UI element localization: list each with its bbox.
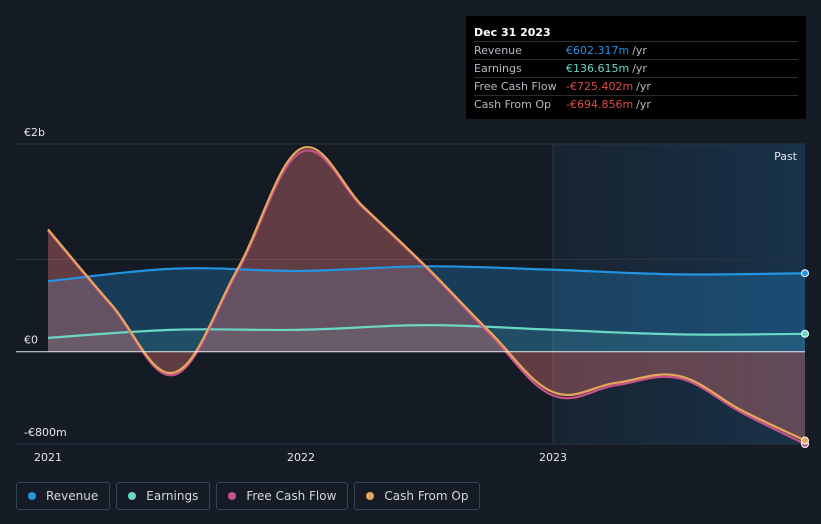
free-cash-flow-area bbox=[48, 150, 805, 444]
legend-dot-icon bbox=[366, 492, 375, 500]
tooltip-date: Dec 31 2023 bbox=[474, 24, 798, 42]
cash-from-op-line bbox=[47, 145, 806, 442]
tooltip-label: Cash From Op bbox=[474, 98, 552, 111]
cash-from-op-end-marker bbox=[801, 436, 809, 445]
tooltip-label: Free Cash Flow bbox=[474, 80, 557, 93]
tooltip-row-earnings: Earnings €136.615m /yr bbox=[474, 60, 798, 78]
y-tick-label: €0 bbox=[24, 334, 38, 347]
legend-label: Cash From Op bbox=[384, 489, 469, 503]
legend-dot-icon bbox=[28, 492, 36, 500]
tooltip-value: -€725.402m bbox=[566, 80, 634, 93]
legend-item-free-cash-flow[interactable]: Free Cash Flow bbox=[216, 482, 349, 510]
legend-dot-icon bbox=[228, 492, 237, 500]
x-tick-label: 2022 bbox=[287, 451, 315, 464]
x-tick-label: 2021 bbox=[34, 451, 62, 464]
past-label: Past bbox=[774, 150, 798, 163]
chart-legend: Revenue Earnings Free Cash Flow Cash Fro… bbox=[16, 482, 481, 510]
tooltip-unit: /yr bbox=[632, 44, 647, 57]
data-tooltip: Dec 31 2023 Revenue €602.317m /yr Earnin… bbox=[466, 16, 806, 119]
legend-item-cash-from-op[interactable]: Cash From Op bbox=[354, 482, 481, 510]
tooltip-label: Revenue bbox=[474, 44, 522, 57]
tooltip-value: €136.615m bbox=[566, 62, 630, 75]
legend-label: Earnings bbox=[146, 489, 199, 503]
tooltip-unit: /yr bbox=[632, 62, 647, 75]
tooltip-value: -€694.856m bbox=[566, 98, 634, 111]
y-tick-label: -€800m bbox=[24, 426, 67, 439]
legend-label: Revenue bbox=[46, 489, 99, 503]
tooltip-value: €602.317m bbox=[566, 44, 630, 57]
tooltip-unit: /yr bbox=[636, 80, 651, 93]
tooltip-row-cash-from-op: Cash From Op -€694.856m /yr bbox=[474, 96, 798, 113]
earnings-area bbox=[48, 325, 805, 352]
tooltip-row-free-cash-flow: Free Cash Flow -€725.402m /yr bbox=[474, 78, 798, 96]
revenue-end-marker bbox=[801, 269, 809, 278]
y-tick-label: €2b bbox=[24, 126, 45, 139]
legend-dot-icon bbox=[128, 492, 137, 500]
x-tick-label: 2023 bbox=[539, 451, 567, 464]
earnings-end-marker bbox=[801, 329, 809, 338]
tooltip-row-revenue: Revenue €602.317m /yr bbox=[474, 42, 798, 60]
cash-from-op-area bbox=[48, 147, 805, 441]
tooltip-unit: /yr bbox=[636, 98, 651, 111]
tooltip-label: Earnings bbox=[474, 62, 522, 75]
legend-label: Free Cash Flow bbox=[246, 489, 337, 503]
past-region bbox=[553, 144, 805, 444]
legend-item-earnings[interactable]: Earnings bbox=[116, 482, 211, 510]
legend-item-revenue[interactable]: Revenue bbox=[16, 482, 111, 510]
earnings-line bbox=[47, 324, 806, 339]
